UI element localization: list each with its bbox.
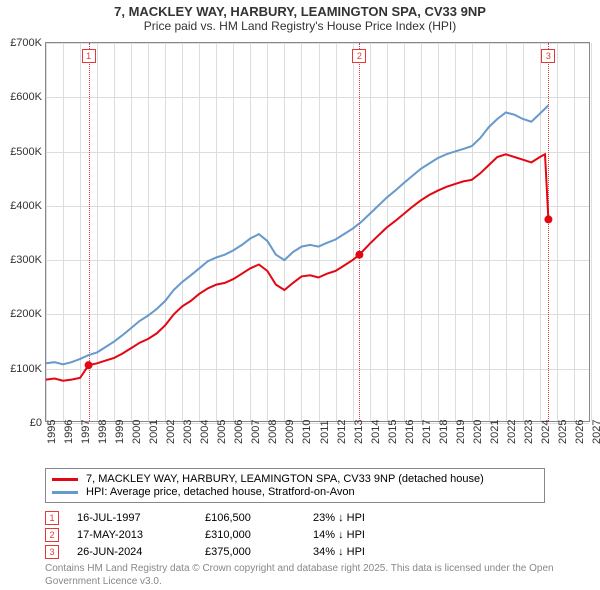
x-axis-label: 2014 bbox=[370, 420, 382, 444]
y-axis-label: £600K bbox=[10, 91, 42, 103]
x-axis-label: 2007 bbox=[250, 420, 262, 444]
legend-label: 7, MACKLEY WAY, HARBURY, LEAMINGTON SPA,… bbox=[86, 473, 484, 485]
x-axis-label: 1997 bbox=[80, 420, 92, 444]
row-delta: 23% ↓ HPI bbox=[313, 512, 413, 524]
legend-item: HPI: Average price, detached house, Stra… bbox=[52, 486, 538, 498]
legend-swatch bbox=[52, 478, 78, 481]
footer-attribution: Contains HM Land Registry data © Crown c… bbox=[45, 563, 555, 588]
x-axis-label: 2022 bbox=[506, 420, 518, 444]
x-axis-label: 2004 bbox=[199, 420, 211, 444]
x-axis-label: 2013 bbox=[353, 420, 365, 444]
x-axis-label: 2025 bbox=[557, 420, 569, 444]
series-price_paid bbox=[46, 154, 548, 380]
legend-item: 7, MACKLEY WAY, HARBURY, LEAMINGTON SPA,… bbox=[52, 473, 538, 485]
x-axis-label: 2010 bbox=[301, 420, 313, 444]
x-axis-label: 2008 bbox=[267, 420, 279, 444]
x-axis-label: 2001 bbox=[148, 420, 160, 444]
x-axis-label: 2016 bbox=[404, 420, 416, 444]
table-row: 1 16-JUL-1997 £106,500 23% ↓ HPI bbox=[45, 511, 545, 525]
row-delta: 34% ↓ HPI bbox=[313, 546, 413, 558]
legend-label: HPI: Average price, detached house, Stra… bbox=[86, 486, 355, 498]
transaction-table: 1 16-JUL-1997 £106,500 23% ↓ HPI 2 17-MAY-201… bbox=[45, 508, 545, 562]
y-axis-label: £300K bbox=[10, 254, 42, 266]
chart-subtitle: Price paid vs. HM Land Registry's House … bbox=[0, 19, 600, 39]
row-date: 16-JUL-1997 bbox=[77, 512, 187, 524]
legend-swatch bbox=[52, 491, 78, 494]
row-date: 17-MAY-2013 bbox=[77, 529, 187, 541]
x-axis-label: 2018 bbox=[438, 420, 450, 444]
x-axis-label: 1995 bbox=[46, 420, 58, 444]
row-marker: 1 bbox=[45, 511, 59, 525]
row-marker: 3 bbox=[45, 545, 59, 559]
x-axis-label: 2026 bbox=[574, 420, 586, 444]
x-axis-label: 2017 bbox=[421, 420, 433, 444]
y-axis-label: £100K bbox=[10, 363, 42, 375]
row-price: £106,500 bbox=[205, 512, 295, 524]
x-axis-label: 2020 bbox=[472, 420, 484, 444]
data-point bbox=[85, 361, 93, 369]
chart-container: 7, MACKLEY WAY, HARBURY, LEAMINGTON SPA,… bbox=[0, 0, 600, 590]
data-point bbox=[355, 251, 363, 259]
x-axis-label: 2000 bbox=[131, 420, 143, 444]
x-axis-label: 2027 bbox=[591, 420, 600, 444]
x-axis-label: 2009 bbox=[284, 420, 296, 444]
legend: 7, MACKLEY WAY, HARBURY, LEAMINGTON SPA,… bbox=[45, 468, 545, 503]
y-axis-label: £200K bbox=[10, 308, 42, 320]
row-date: 26-JUN-2024 bbox=[77, 546, 187, 558]
x-axis-label: 2012 bbox=[336, 420, 348, 444]
table-row: 3 26-JUN-2024 £375,000 34% ↓ HPI bbox=[45, 545, 545, 559]
plot-area: £0£100K£200K£300K£400K£500K£600K£700K199… bbox=[45, 42, 590, 422]
y-axis-label: £700K bbox=[10, 37, 42, 49]
y-axis-label: £0 bbox=[30, 417, 42, 429]
chart-title: 7, MACKLEY WAY, HARBURY, LEAMINGTON SPA,… bbox=[0, 0, 600, 19]
x-axis-label: 2006 bbox=[233, 420, 245, 444]
y-axis-label: £400K bbox=[10, 200, 42, 212]
row-delta: 14% ↓ HPI bbox=[313, 529, 413, 541]
row-price: £375,000 bbox=[205, 546, 295, 558]
x-axis-label: 2019 bbox=[455, 420, 467, 444]
x-axis-label: 1999 bbox=[114, 420, 126, 444]
x-axis-label: 2011 bbox=[319, 420, 331, 444]
x-axis-label: 2003 bbox=[182, 420, 194, 444]
data-point bbox=[544, 215, 552, 223]
x-axis-label: 1996 bbox=[63, 420, 75, 444]
row-price: £310,000 bbox=[205, 529, 295, 541]
series-hpi bbox=[46, 105, 548, 364]
x-axis-label: 2023 bbox=[523, 420, 535, 444]
x-axis-label: 2005 bbox=[216, 420, 228, 444]
y-axis-label: £500K bbox=[10, 146, 42, 158]
x-axis-label: 2021 bbox=[489, 420, 501, 444]
x-axis-label: 1998 bbox=[97, 420, 109, 444]
table-row: 2 17-MAY-2013 £310,000 14% ↓ HPI bbox=[45, 528, 545, 542]
x-axis-label: 2015 bbox=[387, 420, 399, 444]
row-marker: 2 bbox=[45, 528, 59, 542]
x-axis-label: 2002 bbox=[165, 420, 177, 444]
x-axis-label: 2024 bbox=[540, 420, 552, 444]
